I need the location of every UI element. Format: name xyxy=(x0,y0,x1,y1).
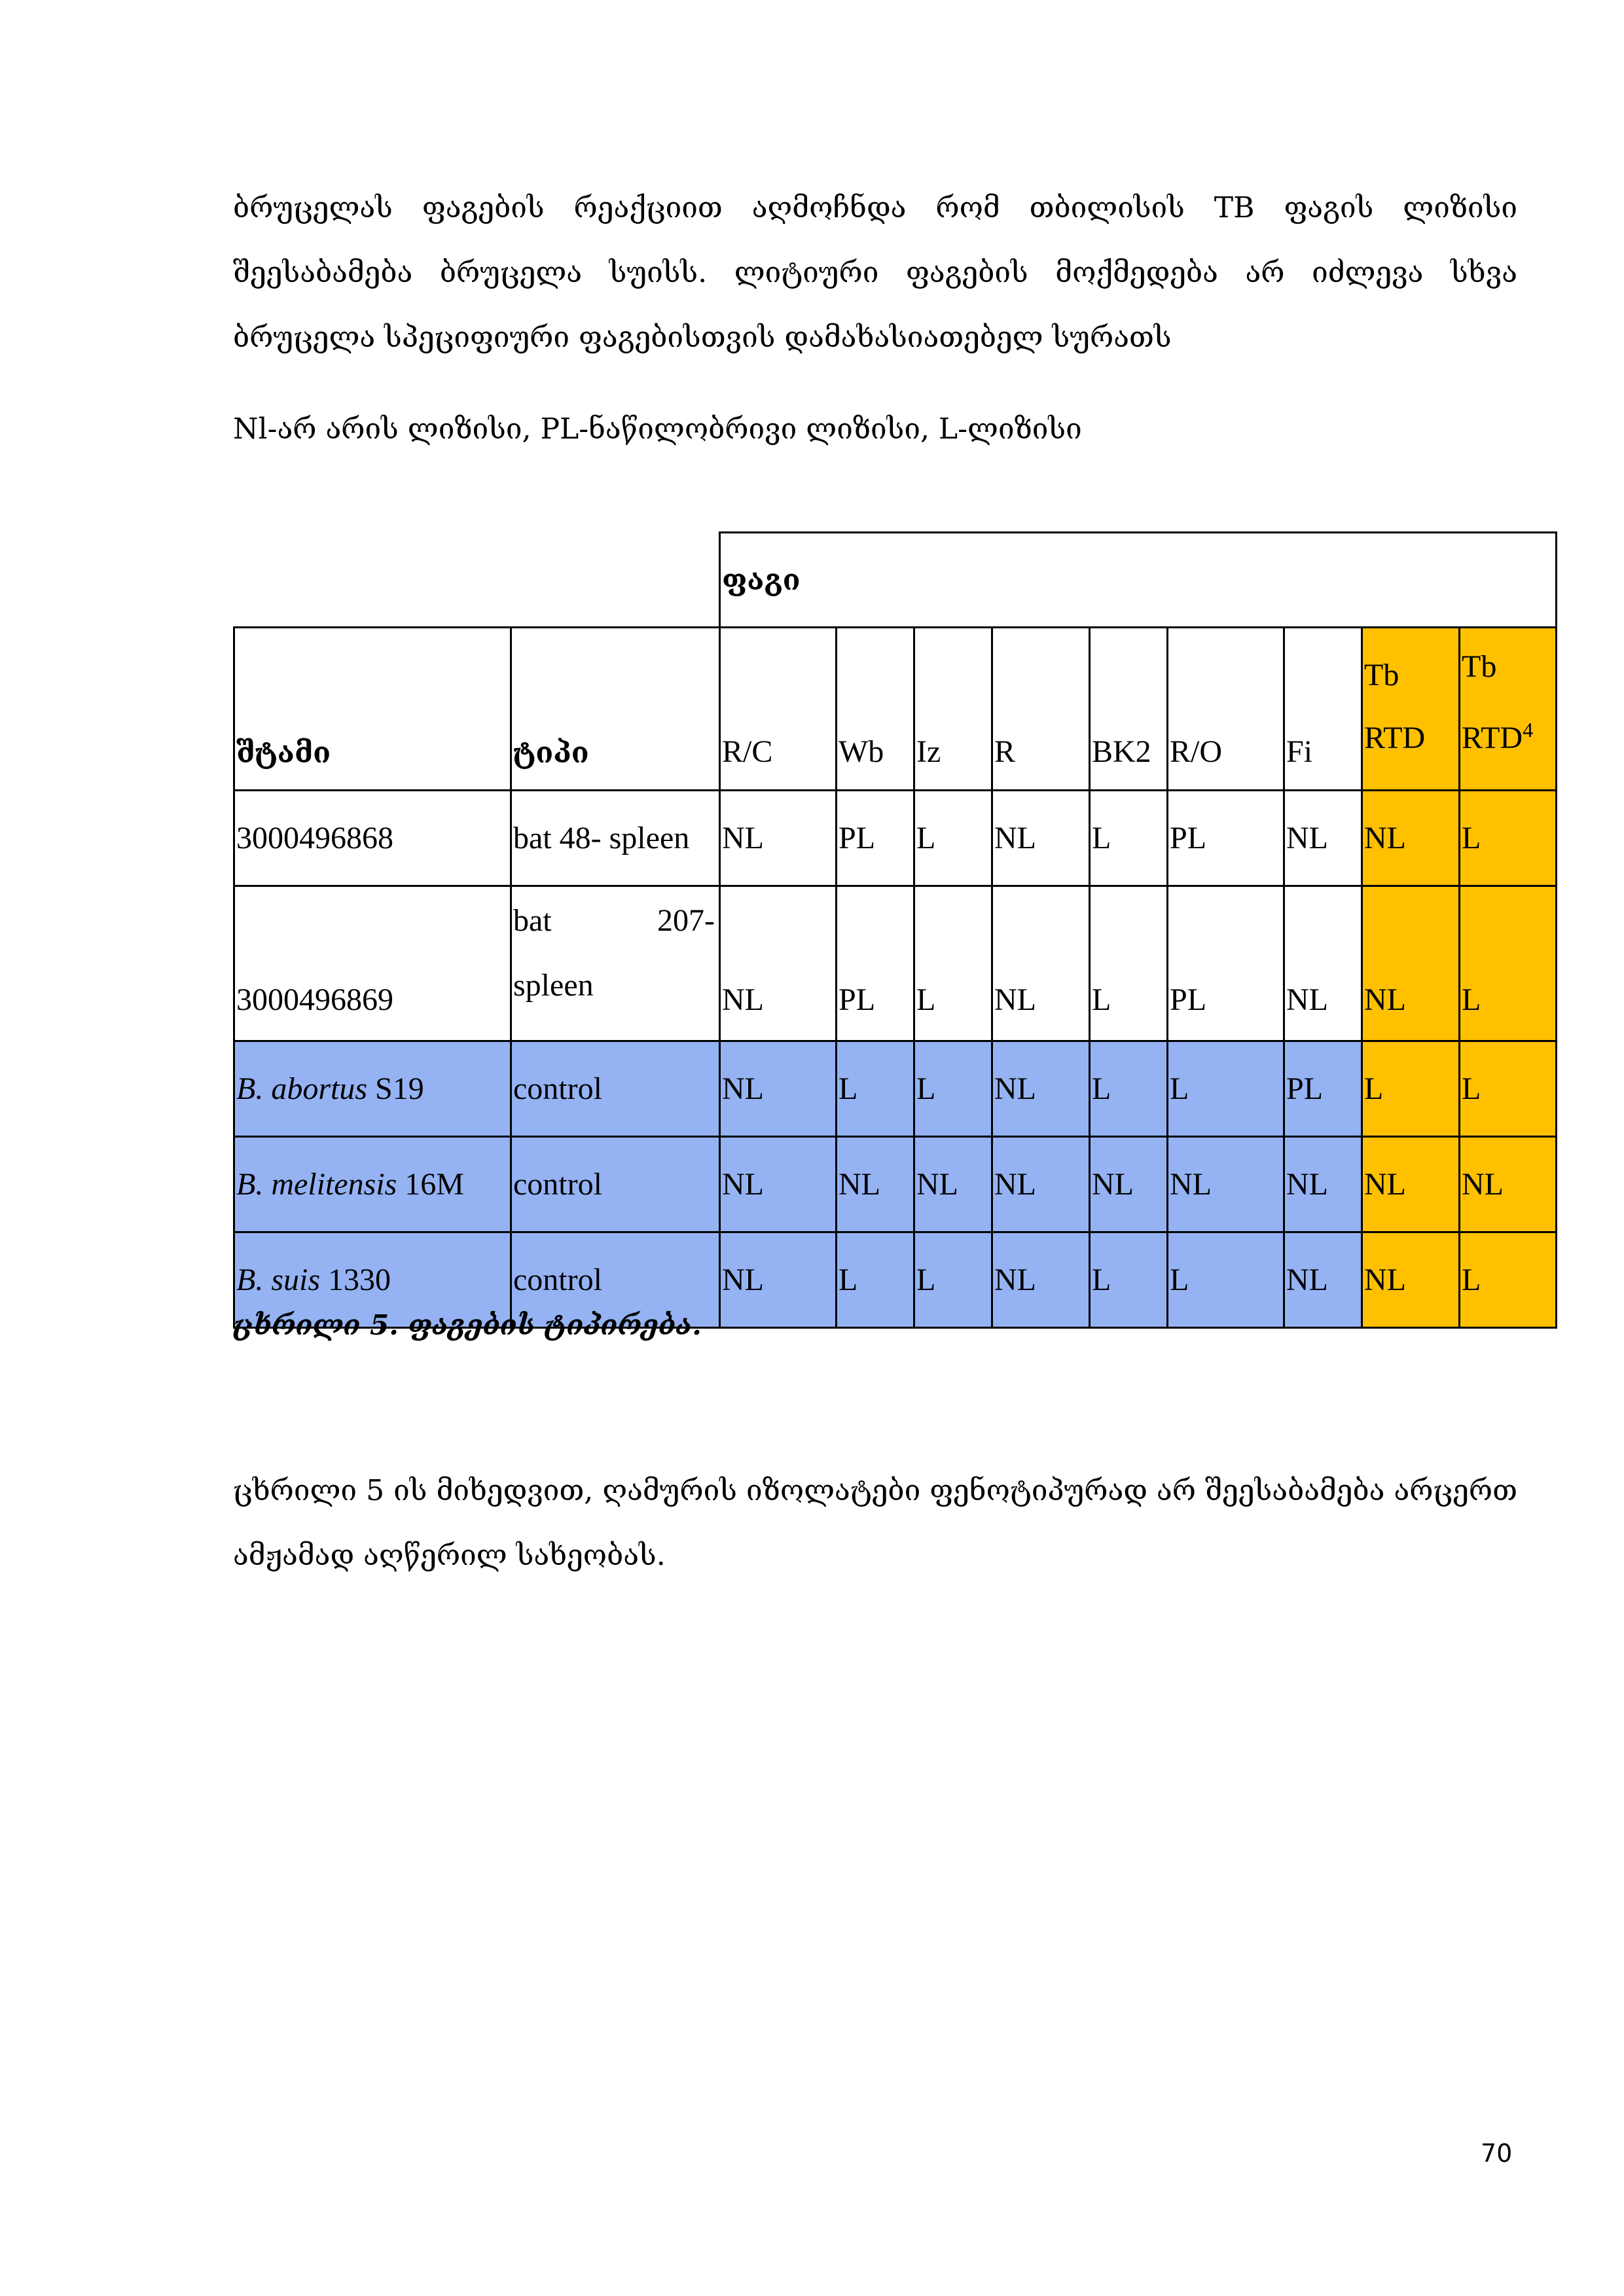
strain-id: S19 xyxy=(367,1071,424,1106)
lysis-result-cell: L xyxy=(1166,1040,1285,1138)
lysis-result-cell: PL xyxy=(835,885,915,1042)
lysis-result-cell: NL xyxy=(1458,1136,1557,1233)
header-phage: Wb xyxy=(835,626,915,791)
lysis-result-cell: NL xyxy=(991,789,1091,887)
lysis-result-cell: PL xyxy=(1166,789,1285,887)
lysis-result-cell: NL xyxy=(719,1231,837,1329)
empty-corner xyxy=(234,532,720,628)
lysis-result-cell: L xyxy=(913,885,993,1042)
intro-paragraph: ბრუცელას ფაგების რეაქციით აღმოჩნდა რომ თ… xyxy=(233,191,1517,354)
type-part: bat xyxy=(513,903,552,938)
lysis-result-cell: PL xyxy=(1283,1040,1363,1138)
type-part: spleen xyxy=(513,968,594,1003)
lysis-result-cell: NL xyxy=(719,1136,837,1233)
lysis-result-cell: L xyxy=(1458,789,1557,887)
lysis-result-cell: L xyxy=(1458,1231,1557,1329)
lysis-result-cell: NL xyxy=(991,1136,1091,1233)
header-row: შტამი ტიპი R/C Wb Iz R BK2 R/O Fi Tb RTD … xyxy=(233,626,1557,791)
table-row: 3000496869 bat 207- spleen NL PL L NL L PL NL NL L xyxy=(233,885,1557,1042)
lysis-result-cell: NL xyxy=(1361,885,1460,1042)
lysis-result-cell: NL xyxy=(1283,885,1363,1042)
conclusion-paragraph: ცხრილი 5 ის მიხედვით, ღამურის იზოლატები … xyxy=(233,1474,1517,1572)
header-phage: R/O xyxy=(1166,626,1285,791)
rtd-label: RTD xyxy=(1462,721,1523,755)
phage-group-header: ფაგი xyxy=(719,531,1557,628)
type-cell: control xyxy=(510,1231,721,1329)
lysis-result-cell: NL xyxy=(991,1231,1091,1329)
header-phage: BK2 xyxy=(1089,626,1168,791)
tb-label: Tb xyxy=(1462,649,1497,684)
header-strain: შტამი xyxy=(233,626,512,791)
lysis-result-cell: NL xyxy=(1089,1136,1168,1233)
legend-paragraph: Nl-არ არის ლიზისი, PL-ნაწილობრივი ლიზისი… xyxy=(233,412,1082,446)
lysis-result-cell: NL xyxy=(913,1136,993,1233)
strain-cell: B. melitensis 16M xyxy=(233,1136,512,1233)
strain-cell: B. abortus S19 xyxy=(233,1040,512,1138)
lysis-result-cell: NL xyxy=(719,789,837,887)
strain-cell: B. suis 1330 xyxy=(233,1231,512,1329)
lysis-result-cell: L xyxy=(1089,1040,1168,1138)
table-row: 3000496868 bat 48- spleen NL PL L NL L PL NL NL L xyxy=(233,789,1557,887)
header-phage: R xyxy=(991,626,1091,791)
lysis-result-cell: L xyxy=(835,1040,915,1138)
type-cell: bat 48- spleen xyxy=(510,789,721,887)
header-tb-rtd: Tb RTD xyxy=(1361,626,1460,791)
strain-id: 16M xyxy=(397,1167,464,1202)
lysis-result-cell: L xyxy=(1089,885,1168,1042)
lysis-result-cell: L xyxy=(913,1231,993,1329)
header-tb-rtd4: Tb RTD4 xyxy=(1458,626,1557,791)
header-phage: Fi xyxy=(1283,626,1363,791)
table-row: B. abortus S19 control NL L L NL L L PL L L xyxy=(233,1040,1557,1138)
species-name: B. abortus xyxy=(236,1071,368,1106)
type-cell: bat 207- spleen xyxy=(510,885,721,1042)
strain-id: 3000496868 xyxy=(236,821,393,855)
lysis-result-cell: NL xyxy=(1361,789,1460,887)
table-row: B. melitensis 16M control NL NL NL NL NL NL NL NL… xyxy=(233,1136,1557,1233)
lysis-result-cell: L xyxy=(1089,789,1168,887)
strain-cell: 3000496868 xyxy=(233,789,512,887)
lysis-result-cell: NL xyxy=(1283,789,1363,887)
lysis-result-cell: L xyxy=(1361,1040,1460,1138)
type-part: 207- xyxy=(657,903,715,938)
table-caption: ცხრილი 5. ფაგების ტიპირება. xyxy=(233,1309,702,1341)
tb-label: Tb xyxy=(1364,658,1399,692)
lysis-result-cell: L xyxy=(835,1231,915,1329)
strain-cell: 3000496869 xyxy=(233,885,512,1042)
rtd-label: RTD xyxy=(1364,721,1426,755)
lysis-result-cell: L xyxy=(913,789,993,887)
lysis-result-cell: PL xyxy=(1166,885,1285,1042)
header-phage: Iz xyxy=(913,626,993,791)
strain-id: 3000496869 xyxy=(236,982,393,1017)
lysis-result-cell: NL xyxy=(719,1040,837,1138)
phage-typing-table: ფაგი შტამი ტიპი R/C Wb Iz R BK2 R/O Fi T… xyxy=(233,531,1557,1329)
table-row: B. suis 1330 control NL L L NL L L NL NL L xyxy=(233,1231,1557,1329)
rtd-superscript: 4 xyxy=(1523,718,1534,742)
lysis-result-cell: L xyxy=(913,1040,993,1138)
lysis-result-cell: NL xyxy=(1361,1136,1460,1233)
lysis-result-cell: NL xyxy=(1166,1136,1285,1233)
type-cell: control xyxy=(510,1040,721,1138)
header-type: ტიპი xyxy=(510,626,721,791)
lysis-result-cell: L xyxy=(1458,1040,1557,1138)
page-number: 70 xyxy=(1481,2139,1513,2168)
lysis-result-cell: NL xyxy=(991,885,1091,1042)
lysis-result-cell: NL xyxy=(719,885,837,1042)
lysis-result-cell: L xyxy=(1458,885,1557,1042)
type-cell: control xyxy=(510,1136,721,1233)
lysis-result-cell: L xyxy=(1089,1231,1168,1329)
strain-id: 1330 xyxy=(320,1263,391,1297)
lysis-result-cell: NL xyxy=(991,1040,1091,1138)
lysis-result-cell: PL xyxy=(835,789,915,887)
species-name: B. melitensis xyxy=(236,1167,397,1202)
header-phage: R/C xyxy=(719,626,837,791)
lysis-result-cell: L xyxy=(1166,1231,1285,1329)
species-name: B. suis xyxy=(236,1263,321,1297)
lysis-result-cell: NL xyxy=(1361,1231,1460,1329)
lysis-result-cell: NL xyxy=(835,1136,915,1233)
lysis-result-cell: NL xyxy=(1283,1136,1363,1233)
lysis-result-cell: NL xyxy=(1283,1231,1363,1329)
